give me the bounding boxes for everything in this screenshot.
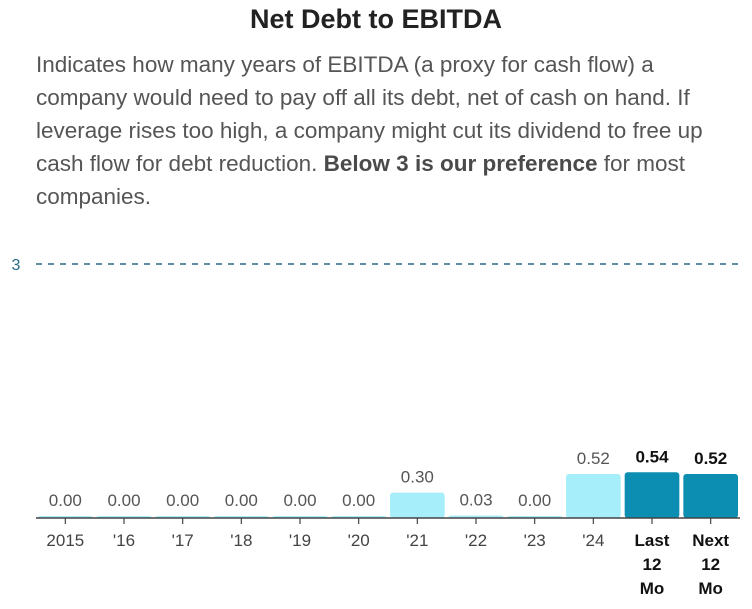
- bar-value-label: 0.30: [401, 468, 434, 487]
- bar: [566, 473, 621, 518]
- description-text: Indicates how many years of EBITDA (a pr…: [36, 52, 703, 176]
- x-tick-label: '16: [113, 531, 135, 550]
- x-tick-label: 12: [701, 555, 720, 574]
- x-tick-label: '17: [172, 531, 194, 550]
- bar-value-label: 0.00: [283, 491, 316, 510]
- chart-title: Net Debt to EBITDA: [250, 4, 502, 34]
- x-tick-label: '24: [582, 531, 604, 550]
- x-tick-label: '22: [465, 531, 487, 550]
- x-tick-label: '18: [230, 531, 252, 550]
- bar-value-label: 0.00: [107, 491, 140, 510]
- bar-value-label: 0.00: [518, 491, 551, 510]
- bar-value-label: 0.03: [459, 490, 492, 509]
- bar: [624, 472, 680, 518]
- bar-value-label: 0.00: [342, 491, 375, 510]
- x-tick-label: '21: [406, 531, 428, 550]
- bar-value-label: 0.52: [694, 449, 727, 468]
- x-tick-label: Last: [635, 531, 670, 550]
- x-tick-label: '23: [524, 531, 546, 550]
- chart-description: Indicates how many years of EBITDA (a pr…: [36, 48, 726, 213]
- x-tick-label: 2015: [46, 531, 84, 550]
- reference-line-label: 3: [12, 257, 21, 274]
- bar: [390, 492, 445, 518]
- bar-value-label: 0.00: [225, 491, 258, 510]
- bar: [683, 473, 738, 518]
- x-tick-label: Next: [692, 531, 729, 550]
- description-emphasis: Below 3 is our preference: [323, 151, 598, 176]
- x-tick-label: '20: [348, 531, 370, 550]
- bar-value-label: 0.00: [166, 491, 199, 510]
- bar-value-label: 0.00: [49, 491, 82, 510]
- x-tick-label: Mo: [698, 579, 723, 598]
- bar-value-label: 0.54: [635, 447, 669, 466]
- x-tick-label: '19: [289, 531, 311, 550]
- x-tick-label: Mo: [640, 579, 665, 598]
- x-tick-label: 12: [643, 555, 662, 574]
- bar-value-label: 0.52: [577, 449, 610, 468]
- description-text-end: for most companies.: [36, 151, 686, 209]
